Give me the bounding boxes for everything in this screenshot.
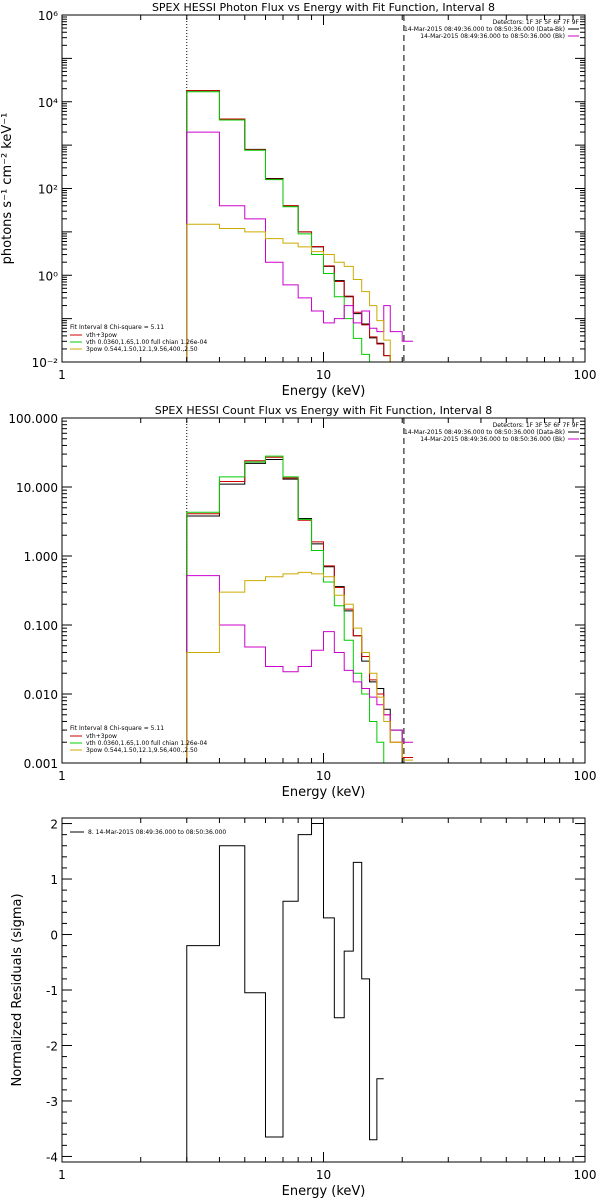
y-tick-label: 100.000 — [8, 412, 58, 426]
y-tick-label: -1 — [46, 984, 58, 998]
fit-legend-entry-label: 3pow 0.544,1.50,12.1,9.56,400.,2.50 — [86, 747, 198, 754]
series-line-5 — [186, 571, 414, 763]
legend-entry-label: 14-Mar-2015 08:49:36.000 to 08:50:36.000… — [420, 33, 565, 40]
x-tick-label: 1 — [58, 769, 66, 783]
legend: 8. 14-Mar-2015 08:49:36.000 to 08:50:36.… — [70, 829, 226, 836]
x-tick-label: 10 — [316, 769, 331, 783]
x-tick-label: 10 — [316, 1168, 331, 1182]
y-tick-label: 1 — [50, 873, 58, 887]
y-tick-label: 10⁴ — [38, 96, 58, 110]
fit-legend-entry-label: vth+3pow — [86, 332, 117, 339]
y-tick-label: 0.010 — [24, 688, 58, 702]
y-axis-label: photons s⁻¹ cm⁻² keV⁻¹ — [0, 113, 15, 265]
series-line-3 — [186, 91, 371, 362]
x-tick-label: 1 — [58, 368, 66, 382]
series-line-3 — [186, 455, 385, 763]
plot-frame — [61, 14, 586, 363]
series-line-2 — [186, 456, 414, 763]
plot-frame — [61, 417, 586, 764]
y-tick-label: 1.000 — [24, 550, 58, 564]
x-tick-label: 100 — [574, 769, 597, 783]
legend: Detectors: 1F 3F 5F 6F 7F 9F14-Mar-2015 … — [404, 422, 580, 443]
x-tick-label: 1 — [58, 1168, 66, 1182]
legend-entry-label: 8. 14-Mar-2015 08:49:36.000 to 08:50:36.… — [88, 829, 226, 836]
y-tick-label: -4 — [46, 1150, 58, 1164]
x-axis-label: Energy (keV) — [282, 1184, 366, 1199]
fit-legend-header: Fit Interval 8 Chi-square = 5.11 — [70, 324, 164, 331]
y-tick-label: -3 — [46, 1095, 58, 1109]
legend-header: Detectors: 1F 3F 5F 6F 7F 9F — [493, 19, 580, 26]
series-line-1 — [186, 90, 391, 362]
chart-panel-2: 1 10 100 0.001 0.010 0.100 1.000 10.000 100.000 S… — [8, 404, 597, 800]
x-axis-label: Energy (keV) — [282, 785, 366, 800]
legend: Detectors: 1F 3F 5F 6F 7F 9F14-Mar-2015 … — [404, 19, 580, 40]
chart-panel-3: 1 10 100 -4 -3 -2 -1 0 1 2 Energy (keV) Normalized … — [10, 817, 597, 1199]
y-tick-label: -2 — [46, 1039, 58, 1053]
chart-title: SPEX HESSI Count Flux vs Energy with Fit… — [155, 404, 492, 417]
fit-legend-entry-label: vth 0.0360,1.65,1.00 full chian 1.26e-04 — [86, 740, 207, 747]
y-tick-label: 10⁰ — [38, 269, 58, 283]
chart-panel-1: 1 10 100 10⁻² 10⁰ 10² 10⁴ 10⁶ SPEX HESSI Photon … — [0, 1, 597, 399]
legend-entry-label: 14-Mar-2015 08:49:36.000 to 08:50:36.000… — [404, 429, 565, 436]
fit-legend-entry-label: vth+3pow — [86, 733, 117, 740]
x-axis-label: Energy (keV) — [282, 384, 366, 399]
y-tick-label: 2 — [50, 818, 58, 832]
chart-title: SPEX HESSI Photon Flux vs Energy with Fi… — [152, 1, 495, 14]
legend-entry-label: 14-Mar-2015 08:49:36.000 to 08:50:36.000… — [420, 436, 565, 443]
x-tick-label: 100 — [574, 1168, 597, 1182]
y-tick-label: 0 — [50, 929, 58, 943]
y-tick-label: 10⁶ — [38, 9, 58, 23]
y-tick-label: 10.000 — [16, 481, 58, 495]
y-axis-label: Normalized Residuals (sigma) — [10, 893, 25, 1086]
fit-legend-entry-label: vth 0.0360,1.65,1.00 full chian 1.26e-04 — [86, 339, 207, 346]
y-tick-label: 10² — [38, 183, 58, 197]
series-line-4 — [186, 575, 414, 763]
fit-legend: Fit Interval 8 Chi-square = 5.11vth+3pow… — [70, 324, 207, 353]
fit-legend-entry-label: 3pow 0.544,1.50,12.1,9.56,400.,2.50 — [86, 346, 198, 353]
legend-header: Detectors: 1F 3F 5F 6F 7F 9F — [493, 422, 580, 429]
series-line-5 — [186, 223, 403, 362]
x-tick-label: 10 — [316, 368, 331, 382]
fit-legend: Fit Interval 8 Chi-square = 5.11vth+3pow… — [70, 725, 207, 754]
y-tick-label: 0.100 — [24, 619, 58, 633]
series-line-2 — [186, 90, 391, 362]
y-tick-label: 0.001 — [24, 757, 58, 771]
fit-legend-header: Fit Interval 8 Chi-square = 5.11 — [70, 725, 164, 732]
series-line-1 — [186, 459, 414, 763]
y-tick-label: 10⁻² — [32, 356, 59, 370]
series-line-1 — [186, 823, 384, 1162]
x-tick-label: 100 — [574, 368, 597, 382]
legend-entry-label: 14-Mar-2015 08:49:36.000 to 08:50:36.000… — [404, 26, 565, 33]
